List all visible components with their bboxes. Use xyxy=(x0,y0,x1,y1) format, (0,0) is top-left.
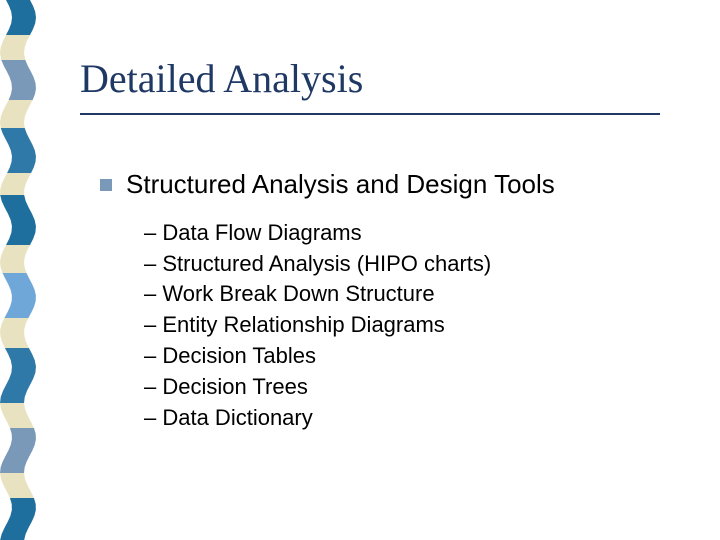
ribbon-segment xyxy=(0,428,36,473)
sub-item: – Work Break Down Structure xyxy=(144,279,680,310)
ribbon-segment xyxy=(0,498,36,540)
sub-item: – Decision Tables xyxy=(144,341,680,372)
ribbon-segment xyxy=(0,195,36,245)
ribbon-segment xyxy=(0,35,30,60)
decorative-ribbon xyxy=(0,0,40,540)
ribbon-segment xyxy=(1,128,36,173)
sub-item: – Decision Trees xyxy=(144,372,680,403)
ribbon-segment xyxy=(1,60,36,100)
ribbon-segment xyxy=(0,403,34,428)
bullet-heading: Structured Analysis and Design Tools xyxy=(126,170,555,200)
sub-item: – Data Flow Diagrams xyxy=(144,218,680,249)
sub-item: – Data Dictionary xyxy=(144,403,680,434)
ribbon-segment xyxy=(0,100,33,128)
ribbon-segment xyxy=(0,173,31,195)
ribbon-segment xyxy=(0,318,29,348)
slide: Detailed Analysis Structured Analysis an… xyxy=(0,0,720,540)
sub-item: – Structured Analysis (HIPO charts) xyxy=(144,249,680,280)
content-block: Structured Analysis and Design Tools – D… xyxy=(100,170,680,433)
sub-item: – Entity Relationship Diagrams xyxy=(144,310,680,341)
square-bullet-icon xyxy=(100,179,112,191)
ribbon-segment xyxy=(6,0,36,35)
sub-list: – Data Flow Diagrams– Structured Analysi… xyxy=(144,218,680,434)
ribbon-segment xyxy=(0,348,36,403)
ribbon-segment xyxy=(0,473,34,498)
page-title: Detailed Analysis xyxy=(80,55,363,102)
title-underline xyxy=(80,113,660,115)
bullet-row: Structured Analysis and Design Tools xyxy=(100,170,680,200)
ribbon-segment xyxy=(2,273,35,318)
ribbon-segment xyxy=(0,245,30,273)
